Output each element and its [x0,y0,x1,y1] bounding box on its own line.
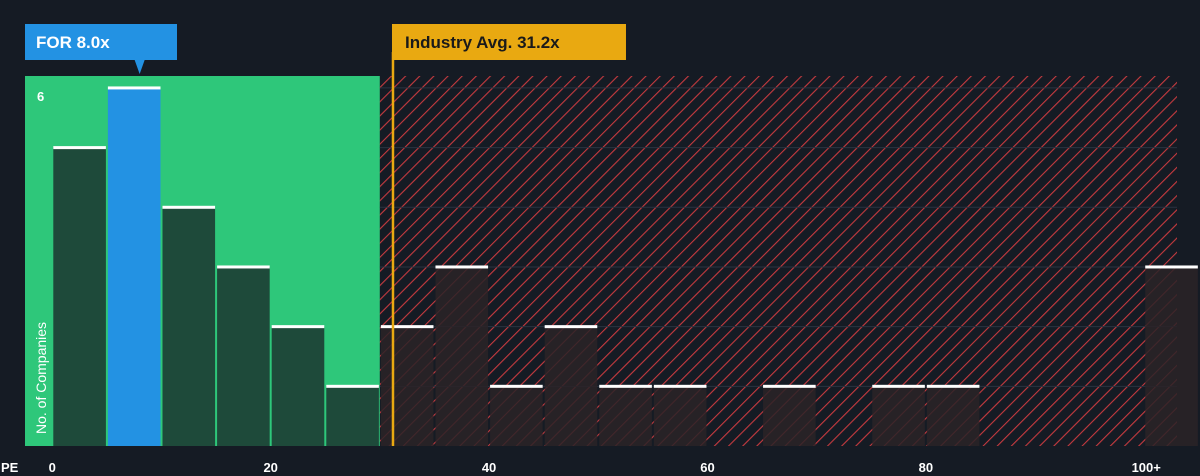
x-tick-label: 60 [700,460,714,475]
bar-cap [1145,265,1198,269]
bar-cap [217,265,270,269]
company-callout-label: FOR 8.0x [36,33,110,52]
histogram-bar [53,147,106,446]
bar-cap [380,325,434,329]
bar-cap [162,205,216,209]
y-axis-ticks: 6 [37,89,44,104]
x-tick-label: 0 [49,460,56,475]
company-callout-box [25,24,177,60]
histogram-bar [490,386,543,446]
bar-cap [53,146,106,150]
x-tick-label: 40 [482,460,496,475]
company-callout-pointer [134,60,145,74]
histogram-bar [872,386,925,446]
industry-callout-box [391,24,626,60]
bar-cap [926,384,980,388]
bar-cap [763,384,816,388]
histogram-bar [544,326,598,446]
histogram-bar [763,386,816,446]
overvalued-zone [379,76,1177,446]
x-tick-label: 80 [919,460,933,475]
y-axis-label: No. of Companies [33,322,49,434]
industry-callout: Industry Avg. 31.2x [391,24,626,60]
bar-cap [107,86,161,90]
histogram-bar [653,386,707,446]
bar-cap [544,325,598,329]
histogram-bar-highlighted [107,87,161,446]
x-axis-ticks: 0 20 40 60 80 100+ [49,460,1162,475]
histogram-bar [162,207,216,446]
histogram-bar [926,386,980,446]
histogram-bar [326,386,379,446]
histogram-bar [435,266,489,446]
bar-cap [599,384,652,388]
bar-cap [653,384,707,388]
histogram-bar [380,326,434,446]
y-tick-label: 6 [37,89,44,104]
bar-cap [435,265,489,269]
histogram-bar [217,266,270,446]
bar-cap [326,384,379,388]
histogram-bar [271,326,325,446]
bar-cap [490,384,543,388]
x-tick-label: 100+ [1132,460,1162,475]
bar-cap [872,384,925,388]
histogram-bar [599,386,652,446]
x-tick-label: 20 [263,460,277,475]
histogram-bar [1145,266,1198,446]
company-callout: FOR 8.0x [25,24,177,74]
histogram-bars [53,86,1198,446]
x-axis-prefix: PE [1,460,19,475]
industry-callout-label: Industry Avg. 31.2x [405,33,560,52]
bar-cap [271,325,325,329]
